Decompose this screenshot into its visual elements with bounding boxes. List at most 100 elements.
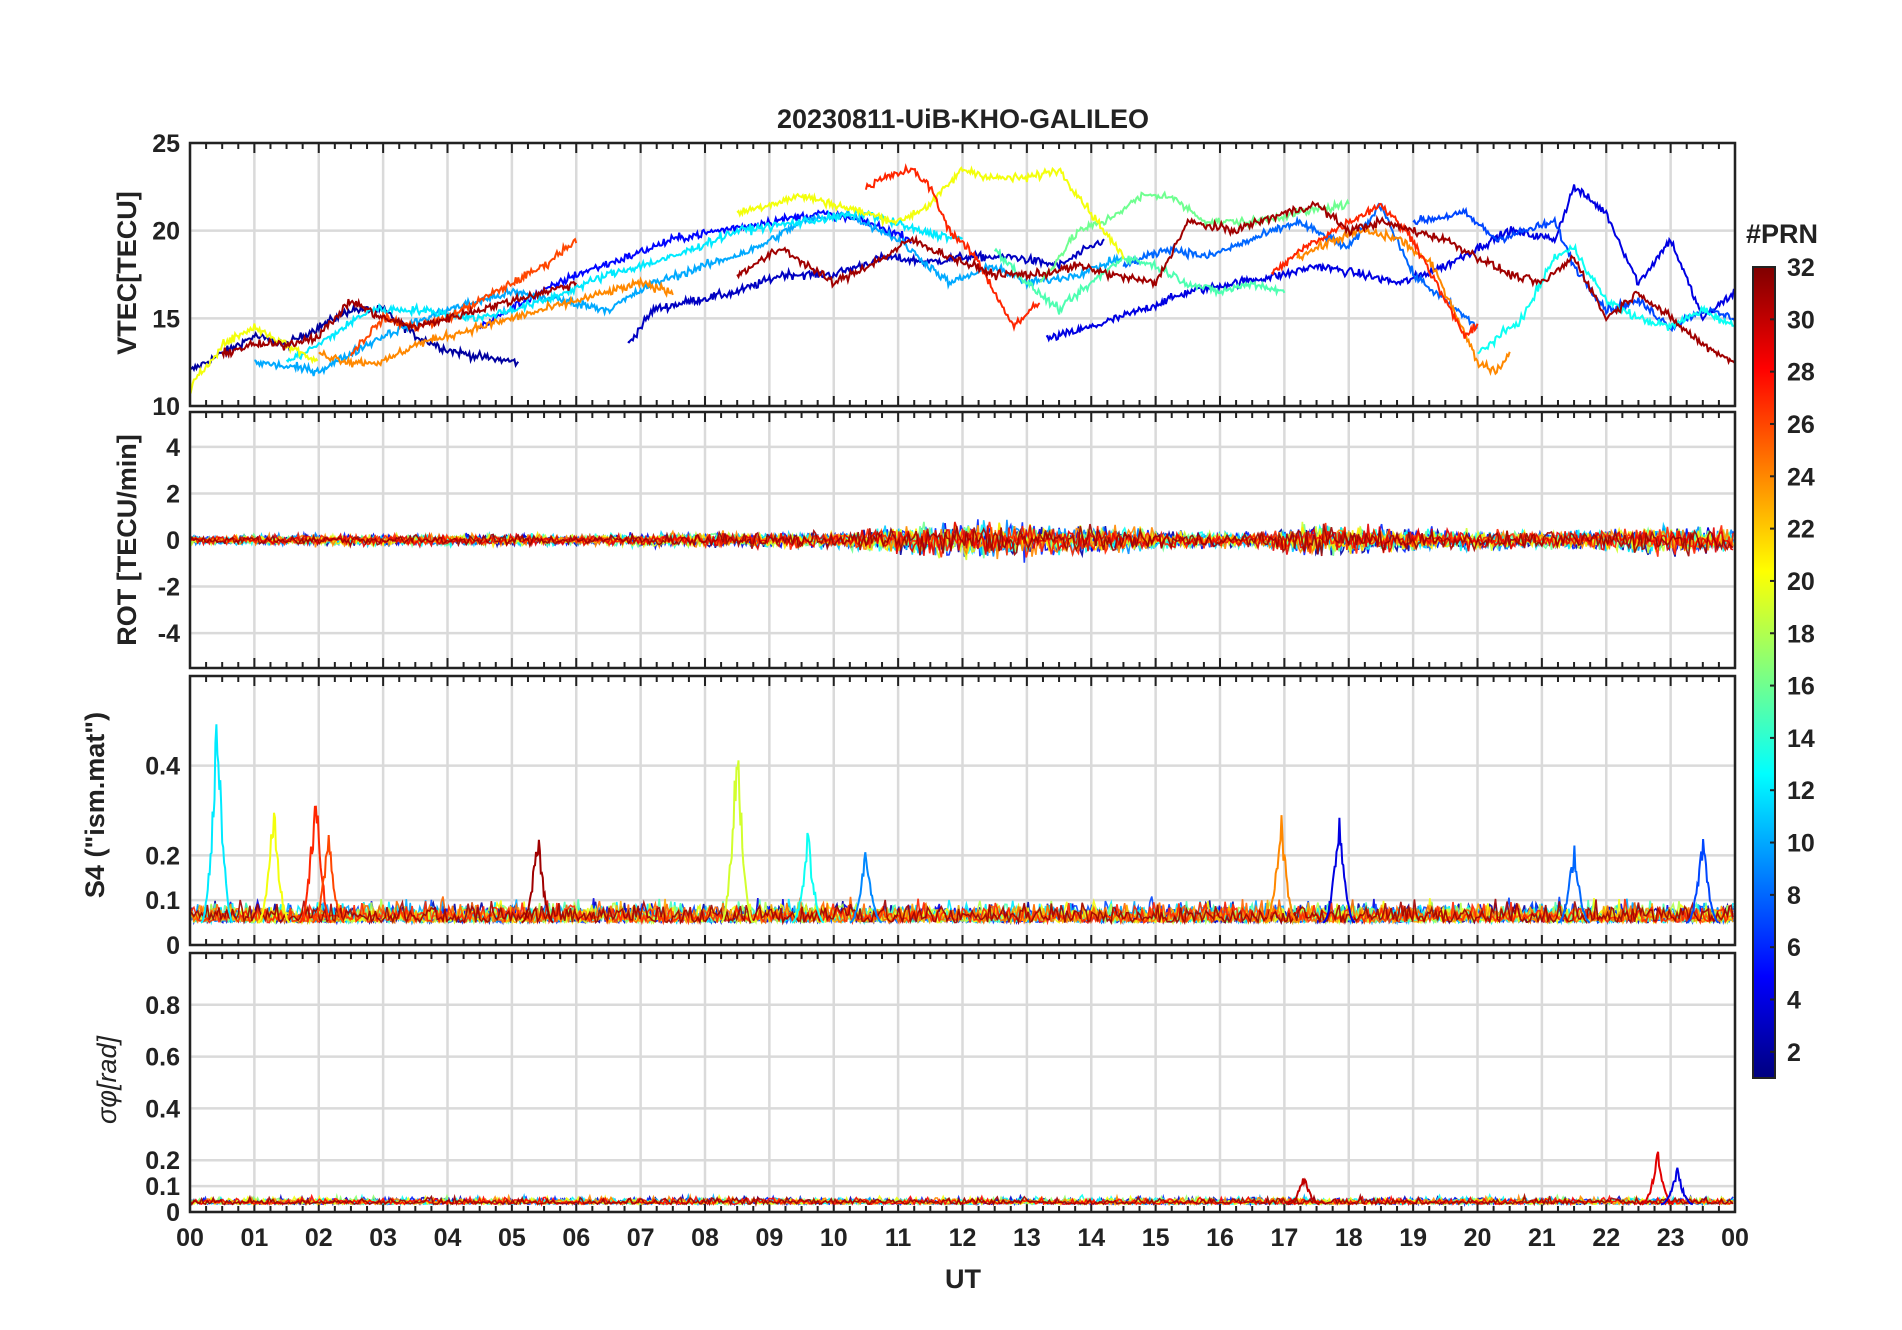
chart-title: 20230811-UiB-KHO-GALILEO	[777, 104, 1149, 134]
sigma-spike-prn-30	[1287, 1177, 1320, 1206]
y-tick-label: 0.2	[145, 842, 180, 870]
x-tick-label: 15	[1142, 1224, 1170, 1252]
y-tick-label: 0.1	[145, 887, 180, 915]
y-tick-label: 0.1	[145, 1173, 180, 1201]
s4-spike-prn-8	[1557, 845, 1591, 924]
colorbar-label: #PRN	[1746, 219, 1818, 249]
x-tick-label: 09	[755, 1224, 783, 1252]
colorbar-tick-label: 12	[1787, 777, 1815, 805]
x-tick-label: 19	[1399, 1224, 1427, 1252]
s4-spike-prn-24	[1264, 815, 1298, 924]
vtec-series-prn-20	[736, 165, 1125, 260]
vtec-series-prn-31	[736, 200, 1735, 366]
x-tick-label: 11	[885, 1224, 912, 1252]
x-axis-label: UT	[945, 1264, 981, 1294]
vtec-series-prn-20	[190, 323, 319, 395]
y-tick-label: 20	[152, 218, 180, 246]
colorbar-tick-label: 26	[1787, 411, 1815, 439]
s4-spike-prn-9	[849, 852, 883, 924]
s4-series-group	[190, 724, 1734, 926]
y-tick-label: -4	[158, 620, 180, 648]
x-tick-label: 12	[949, 1224, 977, 1252]
s4-spike-prn-13	[791, 832, 825, 924]
s4-spike-prn-4	[1322, 817, 1356, 924]
y-tick-label: -2	[158, 574, 180, 602]
colorbar-tick-label: 22	[1787, 516, 1815, 544]
vtec-series-prn-24	[1296, 226, 1511, 376]
vtec-series-prn-27	[864, 163, 1041, 332]
y-tick-label: 10	[152, 393, 180, 421]
x-tick-label: 16	[1206, 1224, 1234, 1252]
colorbar-tick-label: 16	[1787, 673, 1815, 701]
y-tick-label: 0	[166, 1199, 180, 1227]
sigma-ylabel: σφ[rad]	[92, 1035, 122, 1124]
y-tick-label: 0.4	[145, 1095, 180, 1123]
vtec-series-prn-26	[349, 237, 578, 357]
sigma-spike-prn-4	[1660, 1167, 1694, 1206]
x-tick-label: 00	[1721, 1224, 1749, 1252]
y-tick-label: 2	[166, 480, 180, 508]
x-tick-label: 14	[1077, 1224, 1105, 1252]
y-tick-label: 0.2	[145, 1147, 180, 1175]
s4-spike-prn-12	[200, 724, 234, 924]
rot-ylabel: ROT [TECU/min]	[112, 434, 142, 645]
vtec-series-prn-7	[1412, 206, 1735, 333]
colorbar-tick-label: 14	[1787, 725, 1815, 753]
s4-spike-prn-27	[298, 805, 332, 924]
sigma-series-group	[190, 1151, 1734, 1207]
x-tick-label: 21	[1528, 1224, 1556, 1252]
vtec-series-prn-12	[285, 205, 964, 364]
s4-spike-prn-20	[257, 812, 291, 924]
y-tick-label: 0.8	[145, 992, 180, 1020]
colorbar-tick-label: 2	[1787, 1039, 1801, 1067]
x-tick-label: 01	[240, 1224, 268, 1252]
vtec-series-prn-15	[993, 247, 1286, 315]
vtec-panel: 10 15 20 25	[152, 130, 1737, 421]
sigma-series-prn-31	[190, 1192, 1734, 1207]
vtec-series-prn-8	[1122, 202, 1478, 330]
colorbar-tick-label: 10	[1787, 830, 1815, 858]
x-tick-label: 08	[691, 1224, 719, 1252]
rot-series-group	[190, 519, 1734, 563]
colorbar-tick-label: 6	[1787, 934, 1801, 962]
panel-border	[188, 141, 1737, 408]
vtec-series-prn-4	[1045, 184, 1735, 343]
colorbar-gradient	[1752, 266, 1776, 1079]
x-tick-label: 18	[1335, 1224, 1363, 1252]
y-tick-label: 25	[152, 130, 180, 158]
x-tick-label: 17	[1270, 1224, 1298, 1252]
vtec-series-prn-16	[1039, 190, 1350, 283]
rot-panel: -4 -2 0 2 4	[158, 410, 1737, 670]
sigma-panel: 00.10.2 0.4 0.6 0.8 00 01 02 03 04 05 06 07 08 09 10 11…	[145, 951, 1749, 1252]
y-tick-label: 4	[166, 434, 180, 462]
colorbar-tick-label: 18	[1787, 620, 1815, 648]
vtec-series-prn-13	[1477, 242, 1735, 355]
colorbar-tick-label: 28	[1787, 359, 1815, 387]
panel-border	[188, 674, 1737, 947]
x-tick-label: 10	[820, 1224, 848, 1252]
colorbar-tick-label: 4	[1787, 987, 1801, 1015]
rot-series-prn-31	[190, 523, 1734, 557]
colorbar-tick-label: 24	[1787, 463, 1815, 491]
s4-spike-prn-31	[521, 839, 554, 924]
y-tick-label: 0.6	[145, 1044, 180, 1072]
s4-spike-prn-26	[312, 835, 345, 924]
panel-border	[188, 410, 1737, 670]
s4-ylabel-group: S4 ("ism.mat")	[80, 712, 110, 898]
y-tick-label: 15	[152, 305, 180, 333]
sigma-ylabel-group: σφ[rad]	[92, 1035, 122, 1124]
colorbar-tick-label: 20	[1787, 568, 1815, 596]
x-tick-label: 07	[627, 1224, 655, 1252]
y-tick-label: 0.4	[145, 753, 180, 781]
x-tick-label: 05	[498, 1224, 526, 1252]
vtec-series-prn-2	[190, 303, 520, 373]
vtec-series-prn-3	[627, 238, 1105, 344]
s4-panel: 0 0.1 0.2 0.4	[145, 674, 1737, 960]
x-tick-label: 02	[305, 1224, 333, 1252]
s4-ylabel: S4 ("ism.mat")	[80, 712, 110, 898]
x-tick-label: 06	[562, 1224, 590, 1252]
x-tick-label: 00	[176, 1224, 204, 1252]
x-tick-label: 04	[434, 1224, 462, 1252]
